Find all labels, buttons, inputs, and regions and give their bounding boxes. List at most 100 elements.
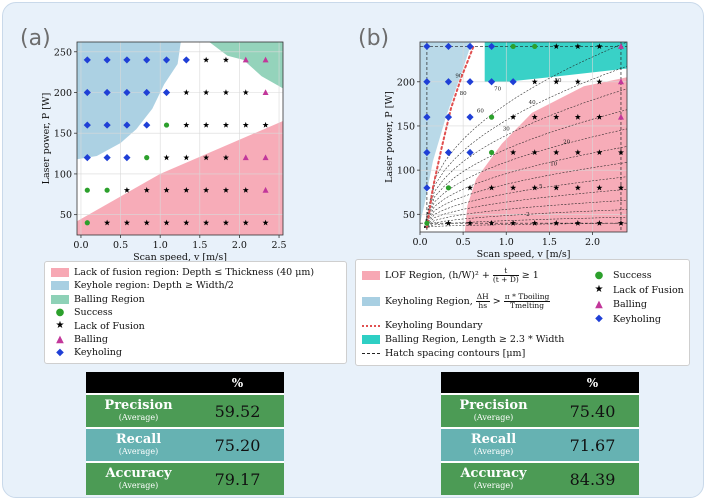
boundary-swatch	[362, 324, 380, 327]
plot-frame	[419, 41, 628, 233]
data-point-balling	[617, 113, 624, 120]
data-point-lack-of-fusion	[596, 184, 603, 191]
data-point-lack-of-fusion	[183, 121, 190, 128]
x-tick-label: 2.5	[271, 240, 286, 251]
metrics-separator	[441, 461, 639, 463]
metric-value: 79.17	[214, 469, 261, 489]
data-point-lack-of-fusion	[203, 187, 210, 193]
legend-label: Success	[613, 270, 652, 281]
lof-region	[77, 121, 283, 235]
data-point-lack-of-fusion	[183, 89, 190, 96]
data-point-lack-of-fusion	[531, 78, 538, 85]
x-tick-label: 2.0	[232, 240, 247, 251]
contour-label: 80	[460, 91, 467, 97]
legend-marker: ●	[55, 306, 65, 318]
metric-value: 84.39	[569, 469, 616, 489]
legend-marker: ★	[55, 320, 65, 332]
metrics-separator	[441, 393, 639, 395]
y-tick-label: 50	[403, 210, 415, 221]
data-point-keyholing	[143, 88, 151, 97]
metrics-header: %	[441, 372, 639, 393]
data-point-lack-of-fusion	[553, 113, 560, 120]
keyhole-region	[420, 42, 472, 224]
data-point-lack-of-fusion	[488, 184, 495, 191]
metrics-row: Precision (Average) 59.52	[86, 395, 284, 427]
keyhole-region	[77, 42, 181, 160]
metrics-table-a: % Precision (Average) 59.52 Recall (Average) 7…	[86, 372, 284, 495]
chart-a: 0.0 0.5 1.0 1.5 2.0 2.5 50 100 150 200 250 Scan spe…	[41, 41, 287, 263]
panel-b-label: (b)	[358, 26, 390, 51]
data-point-lack-of-fusion	[242, 219, 249, 226]
keyhole-frac2-num: π * Tboiling	[503, 292, 551, 302]
data-point-lack-of-fusion	[596, 219, 603, 226]
data-point-lack-of-fusion	[123, 187, 130, 193]
metrics-table-b: % Precision (Average) 75.40 Recall (Average) 7…	[441, 372, 639, 495]
legend-marker: ◆	[595, 313, 603, 324]
contour-label: 20	[563, 140, 570, 146]
legend-swatch	[51, 294, 69, 304]
data-point-keyholing	[103, 88, 111, 97]
data-point-lack-of-fusion	[510, 219, 517, 226]
contour-label: 5	[539, 184, 543, 190]
x-tick-label: 2.0	[585, 237, 600, 248]
metric-name: Recall	[470, 432, 517, 447]
data-point-lack-of-fusion	[553, 184, 560, 191]
metric-name: Precision	[104, 398, 173, 413]
y-tick-label: 200	[397, 77, 415, 88]
metric-subtitle: (Average)	[118, 413, 159, 422]
metric-name: Accuracy	[105, 466, 172, 481]
data-point-lack-of-fusion	[445, 219, 452, 226]
data-point-keyholing	[83, 56, 91, 64]
keyhole-fraction-2: π * Tboiling Tmelting	[503, 292, 551, 310]
data-point-lack-of-fusion	[104, 219, 111, 226]
metric-subtitle: (Average)	[473, 447, 514, 456]
legend-b-marker-item: ● Success	[590, 270, 652, 281]
legend-a: Lack of fusion region: Depth ≤ Thickness…	[44, 261, 347, 364]
hatch-contour	[424, 146, 627, 228]
plot-area	[77, 42, 283, 235]
keyhole-frac-num: ΔH	[475, 292, 490, 302]
lof-label: LOF Region,	[385, 270, 446, 281]
metrics-row: Precision (Average) 75.40	[441, 395, 639, 427]
metric-subtitle: (Average)	[118, 447, 159, 456]
data-point-keyholing	[162, 56, 171, 64]
hatch-contour	[424, 209, 627, 228]
data-point-lack-of-fusion	[163, 154, 170, 161]
hatch-contour	[424, 109, 627, 228]
metric-name-cell: Recall (Average)	[86, 433, 191, 457]
x-axis-label: Scan speed, v [m/s]	[477, 249, 571, 260]
data-point-keyholing	[123, 121, 131, 129]
legend-swatch	[51, 281, 69, 291]
y-tick-label: 150	[397, 121, 415, 132]
data-point-lack-of-fusion	[163, 219, 170, 226]
data-point-success	[510, 43, 516, 50]
data-point-lack-of-fusion	[222, 121, 229, 128]
data-point-lack-of-fusion	[553, 149, 560, 156]
data-point-lack-of-fusion	[531, 184, 538, 191]
legend-label: Balling	[613, 299, 647, 310]
legend-a-item: Balling Region	[51, 294, 145, 305]
metric-name-cell: Accuracy (Average)	[86, 467, 191, 491]
data-point-lack-of-fusion	[222, 187, 229, 193]
legend-b-marker-item: ★ Lack of Fusion	[590, 285, 684, 296]
data-point-lack-of-fusion	[242, 89, 249, 96]
data-point-lack-of-fusion	[203, 154, 210, 161]
data-point-lack-of-fusion	[531, 149, 538, 156]
data-point-lack-of-fusion	[574, 149, 581, 156]
data-point-success	[424, 220, 430, 226]
data-point-keyholing	[83, 88, 91, 97]
metric-name-cell: Precision (Average)	[441, 399, 546, 423]
data-point-balling	[262, 186, 269, 193]
data-point-keyholing	[143, 56, 151, 64]
data-point-lack-of-fusion	[574, 78, 581, 85]
data-point-lack-of-fusion	[183, 154, 190, 161]
data-point-lack-of-fusion	[203, 219, 210, 226]
metrics-header-percent: %	[586, 375, 599, 390]
data-point-balling	[617, 43, 624, 49]
legend-label: Lack of Fusion	[613, 284, 684, 296]
data-point-balling	[617, 78, 624, 85]
balling-region	[209, 42, 283, 89]
keyhole-label: Keyholing Region,	[385, 296, 473, 307]
data-point-lack-of-fusion	[553, 78, 560, 85]
contour-label: 60	[477, 109, 484, 115]
